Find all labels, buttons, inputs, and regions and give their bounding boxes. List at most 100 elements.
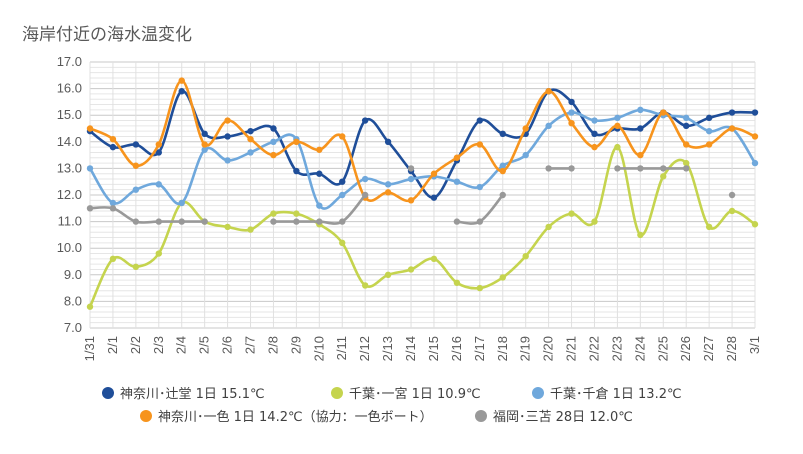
data-point	[86, 165, 94, 172]
data-point	[545, 88, 552, 95]
x-tick-label: 2/4	[174, 336, 189, 354]
legend-label: 福岡･三苫 28日 12.0℃	[493, 409, 633, 425]
data-point	[293, 167, 300, 175]
series-line	[88, 79, 757, 203]
data-point	[178, 88, 185, 95]
data-point	[637, 231, 644, 239]
data-point	[728, 191, 736, 199]
legend-label: 千葉･一宮 1日 10.9℃	[349, 386, 481, 402]
legend: 神奈川･辻堂 1日 15.1℃ 千葉･一宮 1日 10.9℃ 千葉･千倉 1日 13…	[102, 386, 682, 425]
x-axis: 1/31 2/1 2/2 2/3 2/4 2/5 2/6 2/7 2/8 2/9 2/10 2/11 2…	[82, 336, 762, 361]
data-point	[339, 239, 346, 247]
data-point	[407, 197, 415, 204]
data-point	[430, 170, 438, 177]
data-point	[660, 165, 667, 172]
data-point	[407, 266, 415, 273]
data-point	[247, 127, 254, 135]
data-point	[109, 199, 117, 207]
data-point	[247, 226, 254, 233]
y-tick-label: 10.0	[57, 240, 82, 255]
data-point	[476, 141, 484, 148]
data-point	[270, 138, 277, 145]
data-point	[591, 130, 598, 138]
data-point	[499, 167, 506, 175]
data-point	[361, 117, 369, 124]
chart-title: 海岸付近の海水温変化	[22, 25, 192, 45]
data-point	[86, 303, 94, 310]
data-point	[155, 181, 162, 188]
data-point	[705, 127, 713, 135]
data-point	[339, 191, 346, 199]
data-point	[270, 125, 277, 132]
data-point	[637, 125, 644, 132]
series-group	[86, 77, 759, 310]
legend-marker	[532, 387, 544, 399]
x-tick-label: 2/6	[220, 336, 235, 354]
data-point	[728, 109, 736, 116]
data-point	[86, 205, 94, 212]
data-point	[637, 151, 644, 159]
x-tick-label: 2/24	[632, 336, 647, 361]
data-point	[545, 165, 552, 172]
data-point	[591, 143, 598, 151]
x-tick-label: 2/13	[380, 336, 395, 361]
data-point	[339, 178, 346, 185]
data-point	[705, 141, 713, 148]
series-line	[88, 88, 757, 199]
x-tick-label: 2/26	[678, 336, 693, 361]
data-point	[751, 221, 759, 228]
data-point	[614, 165, 621, 172]
y-tick-label: 7.0	[64, 320, 82, 335]
data-point	[453, 178, 461, 185]
data-point	[109, 205, 117, 212]
x-tick-label: 2/27	[701, 336, 716, 361]
data-point	[683, 141, 690, 148]
x-tick-label: 2/22	[586, 336, 601, 361]
legend-marker	[140, 410, 152, 422]
x-tick-label: 2/14	[403, 336, 418, 361]
y-axis: 7.0 8.0 9.0 10.0 11.0 12.0 13.0 14.0 15.0 16.0 17.…	[57, 54, 82, 335]
x-tick-label: 2/8	[265, 336, 280, 354]
legend-item: 福岡･三苫 28日 12.0℃	[475, 409, 633, 425]
data-point	[728, 207, 736, 215]
data-point	[453, 279, 461, 286]
data-point	[132, 141, 140, 148]
data-point	[522, 125, 529, 132]
data-point	[683, 122, 690, 130]
y-tick-label: 12.0	[57, 187, 82, 202]
data-point	[522, 252, 529, 260]
data-point	[109, 255, 117, 263]
x-tick-label: 2/28	[724, 336, 739, 361]
data-point	[614, 114, 621, 122]
data-point	[751, 109, 759, 116]
data-point	[109, 143, 117, 151]
legend-label: 神奈川･一色 1日 14.2℃（協力：一色ボート）	[158, 409, 433, 425]
data-point	[499, 191, 506, 199]
data-point	[430, 194, 438, 201]
data-point	[476, 218, 484, 225]
data-point	[614, 143, 621, 151]
data-point	[86, 125, 94, 132]
data-point	[637, 165, 644, 172]
data-point	[155, 218, 162, 225]
data-point	[316, 146, 323, 153]
data-point	[568, 165, 575, 172]
data-point	[568, 109, 575, 116]
series-line	[88, 206, 206, 224]
data-point	[683, 165, 690, 172]
data-point	[270, 151, 277, 159]
x-tick-label: 2/2	[128, 336, 143, 354]
x-tick-label: 2/7	[243, 336, 258, 354]
data-point	[705, 223, 713, 231]
x-tick-label: 1/31	[82, 336, 97, 361]
y-tick-label: 17.0	[57, 54, 82, 69]
data-point	[316, 170, 323, 177]
data-point	[293, 218, 300, 225]
data-point	[224, 117, 231, 124]
series-3	[86, 106, 759, 210]
legend-item: 神奈川･一色 1日 14.2℃（協力：一色ボート）	[140, 409, 433, 425]
data-point	[339, 218, 346, 225]
y-tick-label: 9.0	[64, 267, 82, 282]
data-point	[224, 223, 231, 231]
data-point	[155, 250, 162, 257]
